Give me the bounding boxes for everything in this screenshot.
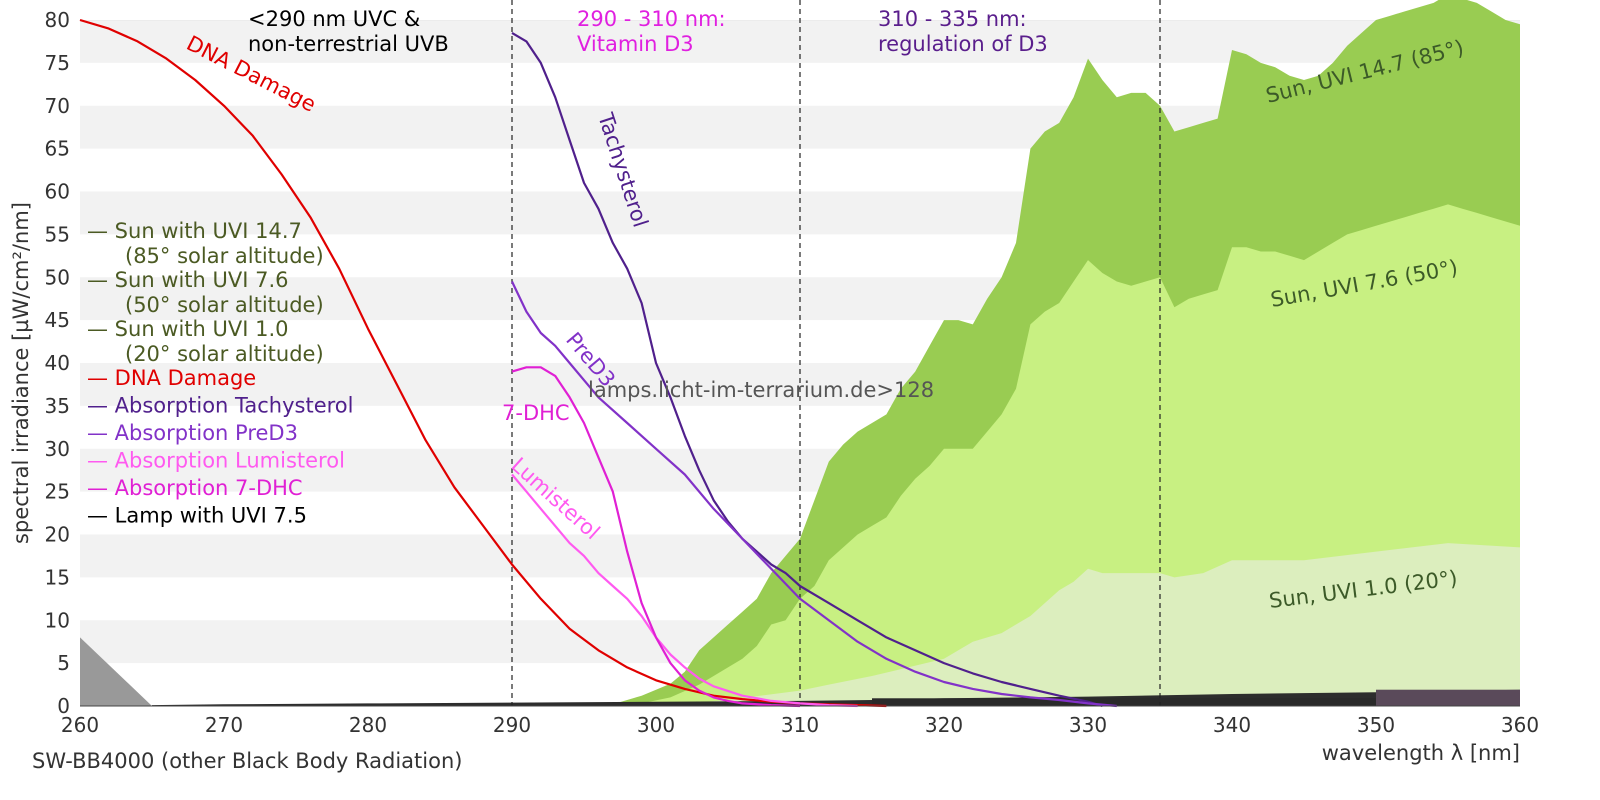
- legend-item: — Sun with UVI 1.0: [87, 317, 289, 341]
- region-note-text: regulation of D3: [878, 32, 1048, 56]
- y-tick-label: 75: [45, 51, 70, 75]
- series-line-0: [79, 18, 887, 708]
- region-dividers: [511, 0, 1161, 706]
- line-series: [79, 18, 1117, 708]
- lamp-band-mid: [872, 698, 1376, 706]
- x-tick-label: 280: [349, 713, 387, 737]
- x-tick-label: 270: [205, 713, 243, 737]
- x-tick-label: 310: [781, 713, 819, 737]
- series-line-2: [511, 281, 1117, 708]
- area-4: [80, 637, 152, 706]
- y-tick-label: 55: [45, 222, 70, 246]
- curve-label: 7-DHC: [502, 401, 570, 425]
- x-tick-label: 290: [493, 713, 531, 737]
- region-note-text: 310 - 335 nm:: [878, 7, 1027, 31]
- x-tick-label: 320: [925, 713, 963, 737]
- x-tick-label: 330: [1069, 713, 1107, 737]
- region-note-text: 290 - 310 nm:: [577, 7, 726, 31]
- x-tick-label: 260: [61, 713, 99, 737]
- legend-item: — Absorption Lumisterol: [87, 449, 345, 473]
- area-series: [80, 0, 1520, 706]
- y-tick-label: 60: [45, 180, 70, 204]
- y-tick-label: 35: [45, 394, 70, 418]
- legend-item-sub: (50° solar altitude): [125, 293, 324, 317]
- y-tick-label: 0: [57, 694, 70, 718]
- y-tick-label: 40: [45, 351, 70, 375]
- region-note-text: <290 nm UVC &: [248, 7, 420, 31]
- y-tick-label: 15: [45, 565, 70, 589]
- y-tick-label: 70: [45, 94, 70, 118]
- y-tick-label: 25: [45, 480, 70, 504]
- series-line-4: [511, 366, 801, 708]
- y-tick-label: 65: [45, 137, 70, 161]
- legend-item: — DNA Damage: [87, 366, 256, 390]
- y-tick-label: 5: [57, 651, 70, 675]
- x-axis-title: wavelength λ [nm]: [1322, 741, 1520, 765]
- series-line-3: [511, 473, 858, 708]
- x-tick-label: 300: [637, 713, 675, 737]
- legend-item: — Sun with UVI 7.6: [87, 268, 289, 292]
- y-tick-label: 20: [45, 523, 70, 547]
- source-label: SW-BB4000 (other Black Body Radiation): [32, 749, 462, 773]
- legend-item: — Absorption Tachysterol: [87, 394, 353, 418]
- y-tick-label: 50: [45, 265, 70, 289]
- y-tick-label: 10: [45, 608, 70, 632]
- x-tick-label: 340: [1213, 713, 1251, 737]
- y-tick-label: 30: [45, 437, 70, 461]
- x-tick-label: 350: [1357, 713, 1395, 737]
- watermark: lamps.licht-im-terrarium.de>128: [588, 378, 934, 402]
- legend-item-sub: (85° solar altitude): [125, 244, 324, 268]
- lamp-band-high: [1376, 689, 1520, 706]
- y-tick-label: 80: [45, 8, 70, 32]
- legend-item: — Lamp with UVI 7.5: [87, 504, 307, 528]
- y-axis-title: spectral irradiance [µW/cm²/nm]: [9, 202, 33, 544]
- legend-item: — Sun with UVI 14.7: [87, 219, 302, 243]
- y-tick-label: 45: [45, 308, 70, 332]
- legend-item-sub: (20° solar altitude): [125, 342, 324, 366]
- legend-item: — Absorption PreD3: [87, 421, 298, 445]
- legend-item: — Absorption 7-DHC: [87, 476, 303, 500]
- x-tick-label: 360: [1501, 713, 1539, 737]
- region-note-text: Vitamin D3: [577, 32, 694, 56]
- axes: 0 5 10 15 20 25 30 35 40 45 50 55 60 65 70 75 80 260 270 28…: [9, 8, 1539, 765]
- area-2: [656, 543, 1520, 706]
- region-note-text: non-terrestrial UVB: [248, 32, 449, 56]
